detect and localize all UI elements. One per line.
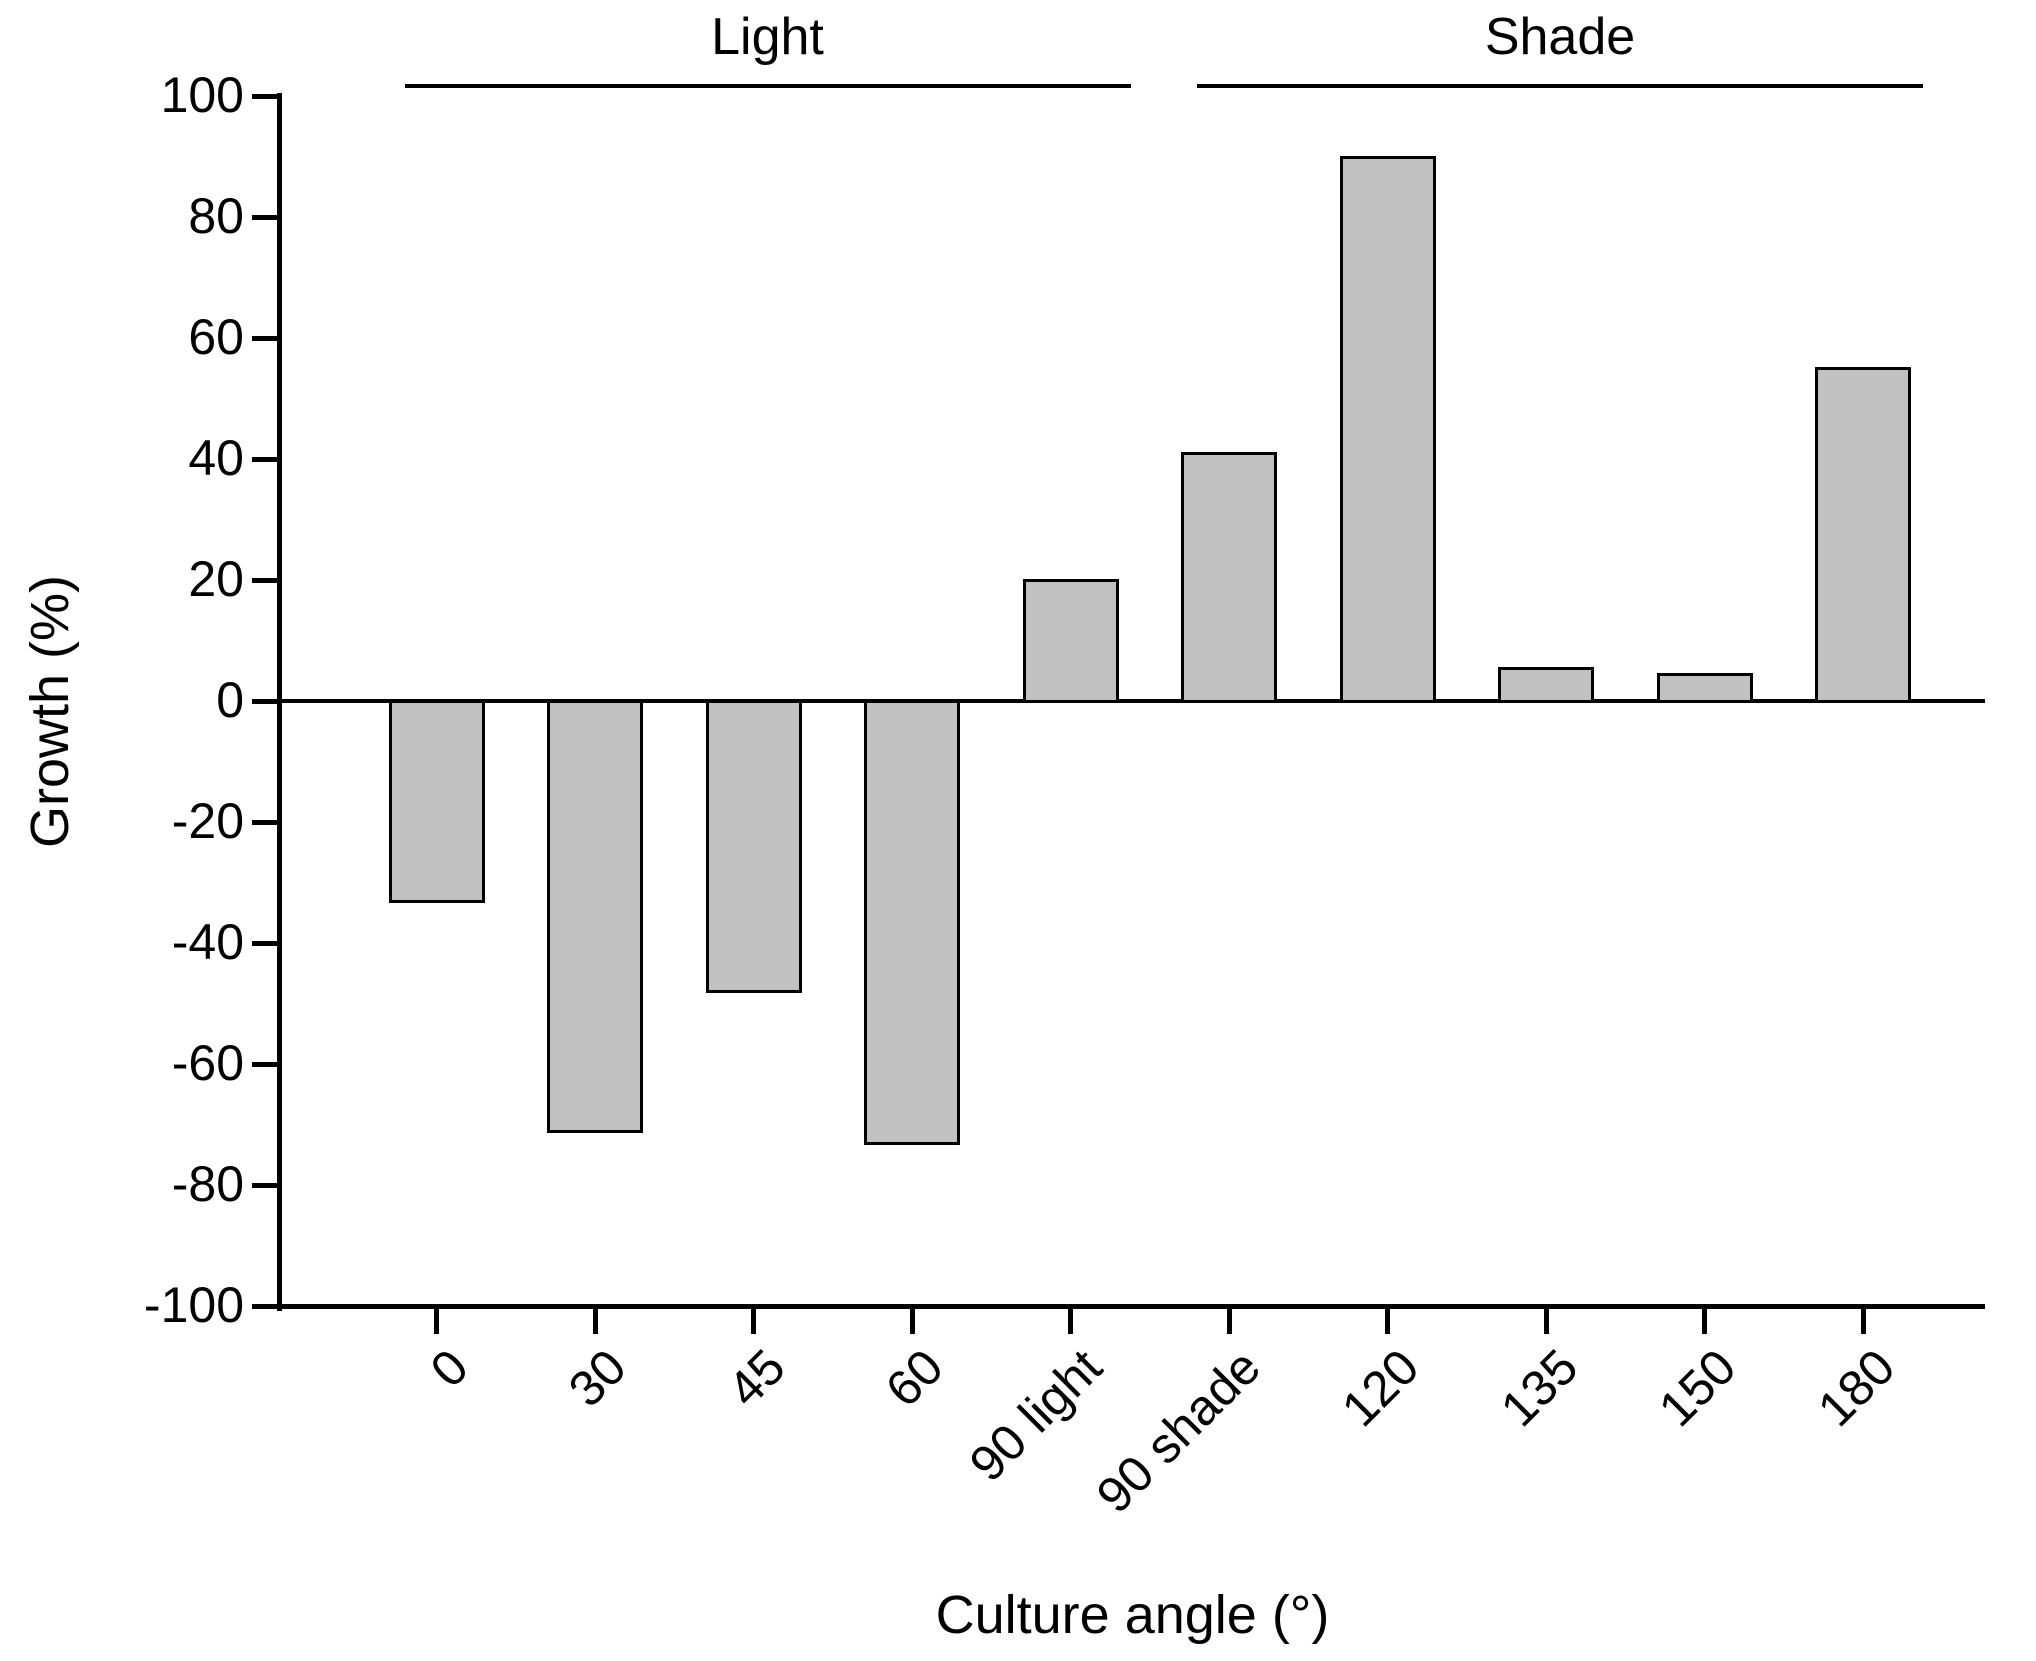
group-overline [404,84,1131,88]
y-tick [252,577,279,583]
y-tick [252,819,279,825]
y-tick [252,456,279,462]
x-tick [1702,1308,1707,1334]
bar [705,700,802,994]
y-tick [252,940,279,946]
x-tick-label: 60 [875,1338,955,1418]
y-tick [252,1182,279,1188]
bar [388,700,485,903]
y-tick-label: -80 [171,1156,244,1212]
y-tick [252,214,279,220]
zero-line [282,699,1985,703]
y-tick [252,93,279,99]
y-tick-label: 100 [160,67,244,123]
x-tick [1860,1308,1866,1334]
x-tick-label: 30 [558,1338,638,1418]
x-tick-label: 150 [1648,1338,1747,1438]
y-tick-label: 40 [188,430,244,486]
x-tick [1068,1308,1073,1334]
group-overline [1197,84,1923,88]
bar [1815,367,1911,703]
bar [1181,451,1277,703]
y-tick-label: 0 [216,672,244,728]
bar [864,700,960,1145]
x-tick-label: 45 [716,1338,796,1418]
y-tick-label: 20 [188,551,244,607]
x-tick [751,1308,756,1334]
y-axis-line [277,93,282,1311]
x-tick [1226,1308,1232,1334]
y-tick-label: 80 [188,188,244,244]
x-tick [1543,1308,1549,1334]
x-tick-label: 90 shade [1086,1338,1272,1524]
bar [1022,579,1119,703]
y-tick [252,1303,279,1309]
x-tick [592,1308,598,1334]
y-tick-label: 60 [188,309,244,365]
y-tick [252,335,279,341]
bar [1498,666,1594,703]
x-tick-label: 90 light [959,1338,1113,1493]
x-tick-label: 135 [1489,1338,1589,1438]
x-tick-label: 180 [1806,1338,1906,1438]
x-tick-label: 120 [1331,1338,1430,1438]
group-label: Shade [1484,8,1636,66]
bar [1339,155,1436,703]
x-tick [1385,1308,1390,1334]
group-label: Light [711,8,824,66]
y-tick-label: -40 [171,914,244,970]
y-tick [252,698,279,704]
x-axis-title: Culture angle (°) [935,1585,1330,1645]
y-tick-label: -20 [171,793,244,849]
x-tick [434,1308,439,1334]
y-tick [252,1061,279,1067]
x-tick-label: 0 [419,1338,479,1398]
y-tick-label: -60 [171,1035,244,1091]
x-axis-line [277,1304,1985,1309]
bar [1656,672,1753,703]
bar [547,700,643,1133]
y-tick-label: -100 [143,1277,244,1333]
x-tick [909,1308,915,1334]
